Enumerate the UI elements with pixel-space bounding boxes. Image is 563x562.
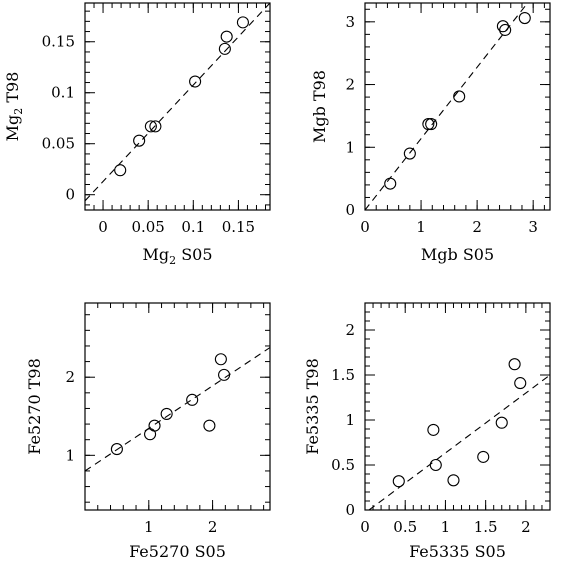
x-tick-label: 0.05 — [131, 218, 164, 236]
data-point — [220, 30, 233, 43]
plot-frame — [364, 302, 551, 511]
data-point — [392, 475, 405, 488]
y-tick-label: 0 — [345, 501, 355, 519]
y-axis-label: Fe5335 T98 — [303, 358, 322, 455]
data-point — [453, 90, 466, 103]
fit-line — [365, 3, 529, 210]
data-point — [133, 134, 146, 147]
y-tick-label: 1 — [345, 411, 355, 429]
data-point — [384, 177, 397, 190]
data-point — [477, 450, 490, 463]
y-tick-label: 1.5 — [331, 366, 355, 384]
x-axis-label: Mg2 S05 — [142, 245, 212, 267]
x-tick-label: 0 — [98, 218, 108, 236]
x-tick-label: 2 — [521, 518, 531, 536]
y-tick-label: 0.5 — [331, 456, 355, 474]
y-tick-label: 0.15 — [42, 33, 75, 51]
data-point — [203, 419, 216, 432]
x-tick-label: 1 — [441, 518, 451, 536]
data-point — [427, 423, 440, 436]
panel-mg2: 0 0.05 0.1 0.15 0 0.05 0.1 0.15 Mg2 S05 Mg2 T98 — [3, 2, 271, 267]
y-tick-label: 2 — [345, 321, 355, 339]
data-point — [189, 75, 202, 88]
plot-frame — [84, 2, 271, 211]
data-point — [144, 120, 157, 133]
data-point — [508, 358, 521, 371]
data-point — [422, 118, 435, 131]
y-tick-label: 2 — [345, 76, 355, 94]
x-axis-label: Fe5270 S05 — [129, 542, 226, 561]
data-point — [499, 23, 512, 37]
data-point — [496, 20, 509, 33]
data-point — [518, 12, 531, 25]
data-point — [214, 353, 227, 366]
y-tick-label: 1 — [345, 138, 355, 156]
data-point — [149, 120, 162, 133]
x-tick-label: 1 — [416, 218, 426, 236]
x-tick-label: 1.5 — [474, 518, 498, 536]
x-tick-label: 0 — [360, 518, 370, 536]
y-tick-label: 0 — [345, 201, 355, 219]
x-tick-label: 0 — [360, 218, 370, 236]
data-point — [144, 428, 157, 441]
x-axis-label: Fe5335 S05 — [409, 542, 506, 561]
data-point — [403, 147, 416, 160]
x-tick-label: 2 — [472, 218, 482, 236]
plot-frame — [364, 2, 551, 211]
data-point — [425, 118, 438, 131]
fit-line — [368, 374, 550, 510]
x-tick-label: 2 — [208, 518, 218, 536]
y-tick-label: 3 — [345, 13, 355, 31]
x-axis-label: Mgb S05 — [421, 245, 494, 264]
panel-fe5335: 0 0.5 1 1.5 2 0 0.5 1 1.5 2 Fe5335 S05 Fe5335 T98 — [303, 302, 551, 561]
data-point — [447, 474, 460, 487]
data-point — [148, 419, 161, 432]
data-point — [110, 443, 123, 456]
x-tick-label: 0.5 — [393, 518, 417, 536]
panel-mgb: 0 1 2 3 0 1 2 3 Mgb S05 Mgb T98 — [310, 2, 551, 264]
data-point — [114, 164, 127, 177]
y-tick-label: 0.1 — [51, 84, 75, 102]
x-tick-label: 0.15 — [222, 218, 255, 236]
y-tick-label: 2 — [65, 368, 75, 386]
x-tick-label: 3 — [528, 218, 538, 236]
y-axis-label: Mg2 T98 — [3, 72, 25, 142]
y-tick-label: 0 — [65, 186, 75, 204]
x-tick-label: 1 — [144, 518, 154, 536]
y-tick-label: 1 — [65, 446, 75, 464]
fit-line — [85, 347, 270, 472]
data-point — [160, 407, 173, 420]
x-tick-label: 0.1 — [181, 218, 205, 236]
data-point — [236, 16, 249, 29]
y-axis-label: Fe5270 T98 — [25, 358, 44, 455]
y-tick-label: 0.05 — [42, 135, 75, 153]
fit-line — [85, 3, 270, 202]
data-point — [218, 42, 231, 55]
data-point — [186, 393, 199, 406]
y-axis-label: Mgb T98 — [310, 70, 329, 143]
data-point — [514, 377, 527, 390]
panel-fe5270: 1 2 1 2 Fe5270 S05 Fe5270 T98 — [25, 302, 271, 561]
data-point — [429, 458, 442, 472]
data-point — [218, 368, 231, 381]
plot-frame — [84, 302, 271, 511]
data-point — [495, 416, 508, 429]
